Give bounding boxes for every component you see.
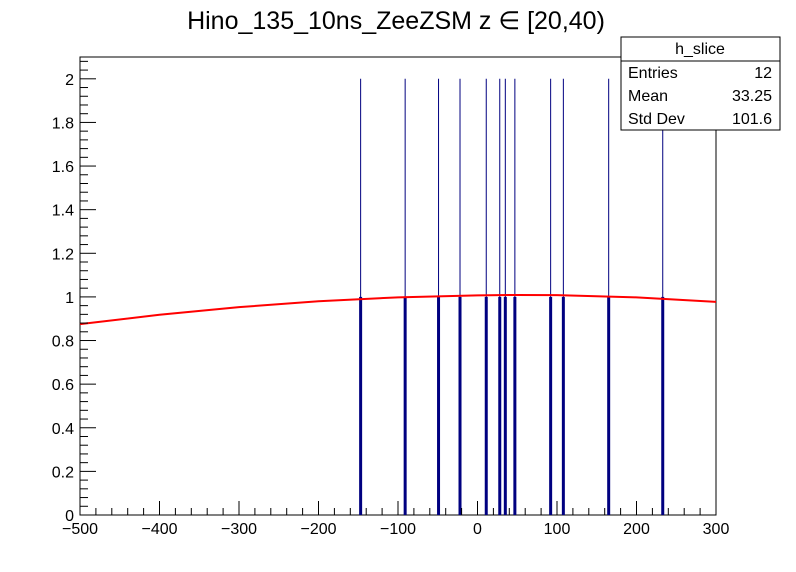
y-tick-label: 1.2 bbox=[52, 246, 74, 263]
x-tick-label: −100 bbox=[380, 521, 416, 538]
x-axis: −500 −400 −300 −200 −100 0 100 200 300 bbox=[62, 501, 729, 538]
stats-stddev-label: Std Dev bbox=[628, 111, 685, 128]
fit-curve bbox=[79, 293, 717, 326]
stats-box-frame bbox=[620, 36, 781, 131]
stats-mean-label: Mean bbox=[628, 88, 668, 105]
y-tick-label: 0.6 bbox=[52, 377, 74, 394]
stats-mean-value: 33.25 bbox=[732, 88, 772, 105]
y-tick-label: 0 bbox=[65, 508, 74, 525]
x-tick-label: 0 bbox=[473, 521, 482, 538]
chart-title: Hino_135_10ns_ZeeZSM z ∈ [20,40) bbox=[187, 7, 605, 35]
stats-box: h_slice Entries 12 Mean 33.25 Std Dev 10… bbox=[620, 36, 781, 131]
x-tick-label: 200 bbox=[623, 521, 650, 538]
y-tick-label: 0.4 bbox=[52, 421, 74, 438]
stats-entries-label: Entries bbox=[628, 65, 678, 82]
y-axis: 0 0.2 0.4 0.6 0.8 1 1.2 1.4 1.6 1.8 2 bbox=[52, 60, 96, 525]
y-tick-label: 1.4 bbox=[52, 203, 74, 220]
y-tick-label: 1 bbox=[65, 290, 74, 307]
stats-stddev-value: 101.6 bbox=[732, 111, 772, 128]
stats-entries-value: 12 bbox=[754, 65, 772, 82]
x-tick-label: −300 bbox=[221, 521, 257, 538]
y-tick-label: 0.2 bbox=[52, 464, 74, 481]
y-tick-label: 2 bbox=[65, 72, 74, 89]
x-tick-label: 300 bbox=[703, 521, 730, 538]
stats-box-title: h_slice bbox=[675, 41, 725, 58]
x-tick-label: −400 bbox=[141, 521, 177, 538]
histogram-bars bbox=[359, 78, 665, 515]
x-tick-label: 100 bbox=[544, 521, 571, 538]
y-tick-label: 1.6 bbox=[52, 159, 74, 176]
x-tick-label: −200 bbox=[300, 521, 336, 538]
y-tick-label: 0.8 bbox=[52, 334, 74, 351]
y-tick-label: 1.8 bbox=[52, 115, 74, 132]
x-tick-label: −500 bbox=[62, 521, 98, 538]
